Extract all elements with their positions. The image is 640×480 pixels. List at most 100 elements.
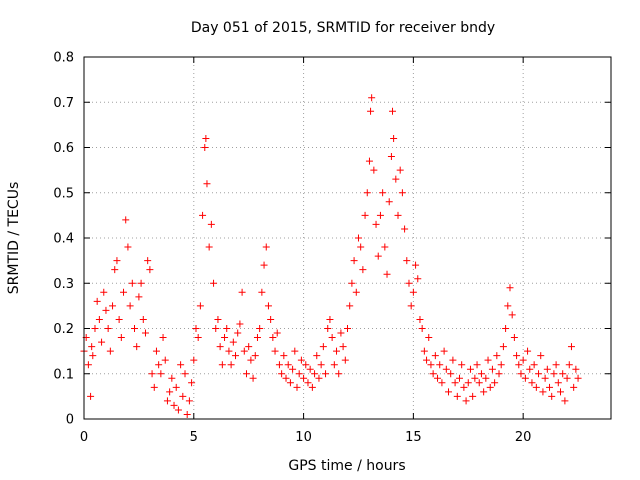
y-tick-label: 0.8 xyxy=(53,51,74,66)
data-point xyxy=(363,189,371,197)
data-point xyxy=(394,211,402,219)
x-axis-label: GPS time / hours xyxy=(288,458,405,474)
data-point xyxy=(185,397,193,405)
data-point xyxy=(170,401,178,409)
data-point xyxy=(146,266,154,274)
y-tick-label: 0.2 xyxy=(53,322,74,337)
data-point xyxy=(460,383,468,391)
data-point xyxy=(289,365,297,373)
data-point xyxy=(302,361,310,369)
data-point xyxy=(273,329,281,337)
data-point xyxy=(572,365,580,373)
data-point xyxy=(367,107,375,115)
data-point xyxy=(491,379,499,387)
data-point xyxy=(174,406,182,414)
data-point xyxy=(339,343,347,351)
data-point xyxy=(414,275,422,283)
data-point xyxy=(168,374,176,382)
data-point xyxy=(445,388,453,396)
data-point xyxy=(548,392,556,400)
data-point xyxy=(157,370,165,378)
data-point xyxy=(126,302,134,310)
data-point xyxy=(322,370,330,378)
chart-title: Day 051 of 2015, SRMTID for receiver bnd… xyxy=(191,20,495,36)
data-point xyxy=(216,343,224,351)
data-point xyxy=(517,370,525,378)
data-point xyxy=(210,279,218,287)
data-point xyxy=(438,379,446,387)
data-point xyxy=(396,166,404,174)
data-point xyxy=(497,361,505,369)
data-point xyxy=(341,356,349,364)
data-point xyxy=(348,279,356,287)
data-point xyxy=(315,374,323,382)
data-point xyxy=(258,288,266,296)
data-point xyxy=(275,361,283,369)
data-point xyxy=(389,107,397,115)
data-point xyxy=(84,361,92,369)
y-tick-label: 0 xyxy=(66,413,74,428)
y-tick-label: 0.1 xyxy=(53,367,74,382)
data-point xyxy=(100,288,108,296)
data-point xyxy=(128,279,136,287)
x-tick-label: 10 xyxy=(295,430,312,445)
data-point xyxy=(308,383,316,391)
data-point xyxy=(530,361,538,369)
data-point xyxy=(502,325,510,332)
data-point xyxy=(183,410,191,418)
data-point xyxy=(188,379,196,387)
data-point xyxy=(528,379,536,387)
data-point xyxy=(506,284,514,292)
data-point xyxy=(148,370,156,378)
data-point xyxy=(447,370,455,378)
data-point xyxy=(253,334,261,342)
data-point xyxy=(350,257,358,265)
data-point xyxy=(203,180,211,188)
data-point xyxy=(328,334,336,342)
data-point xyxy=(352,288,360,296)
data-point xyxy=(286,379,294,387)
grid-lines xyxy=(84,57,611,419)
y-tick-label: 0.4 xyxy=(53,232,74,247)
data-point xyxy=(431,352,439,360)
data-point xyxy=(354,234,362,242)
data-point xyxy=(311,370,319,378)
data-point xyxy=(242,370,250,378)
data-point xyxy=(109,302,117,310)
data-point xyxy=(526,365,534,373)
data-point xyxy=(161,356,169,364)
data-point xyxy=(508,311,516,319)
data-point xyxy=(409,288,417,296)
data-point xyxy=(264,302,272,310)
data-point xyxy=(135,293,143,301)
data-point xyxy=(267,315,275,323)
data-point xyxy=(475,379,483,387)
data-point xyxy=(425,334,433,342)
data-point xyxy=(271,347,279,355)
data-point xyxy=(559,370,567,378)
data-point xyxy=(381,243,389,251)
data-point xyxy=(346,302,354,310)
data-point xyxy=(139,315,147,323)
data-point xyxy=(202,134,210,142)
data-point xyxy=(111,266,119,274)
x-tick-label: 0 xyxy=(80,430,88,445)
data-point xyxy=(462,397,470,405)
data-point xyxy=(407,302,415,310)
data-point xyxy=(218,361,226,369)
data-point xyxy=(477,370,485,378)
data-points xyxy=(80,94,582,418)
data-point xyxy=(117,334,125,342)
y-tick-label: 0.5 xyxy=(53,186,74,201)
data-point xyxy=(229,338,237,346)
data-point xyxy=(372,220,380,228)
data-point xyxy=(262,243,270,251)
data-point xyxy=(554,379,562,387)
data-point xyxy=(567,343,575,351)
data-point xyxy=(469,392,477,400)
data-point xyxy=(98,338,106,346)
data-point xyxy=(427,361,435,369)
data-point xyxy=(319,343,327,351)
data-point xyxy=(196,302,204,310)
data-point xyxy=(368,94,376,102)
